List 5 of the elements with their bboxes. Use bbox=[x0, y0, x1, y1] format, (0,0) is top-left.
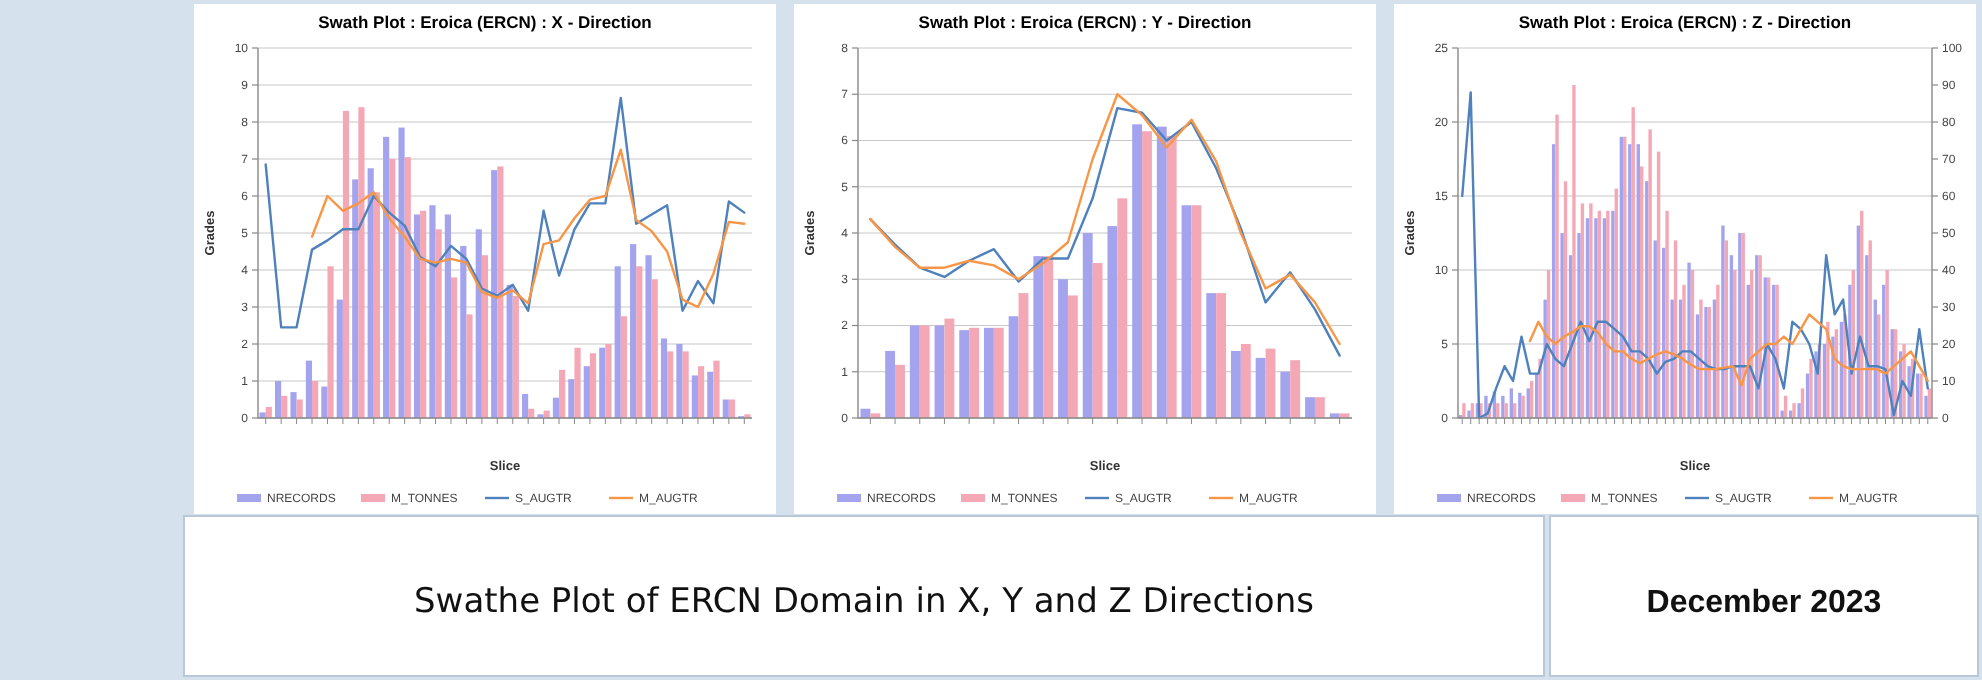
text: December 2023 bbox=[1646, 586, 1882, 620]
chart-title: Swath Plot : Eroica (ERCN) : X - Direction bbox=[318, 12, 652, 32]
text: Swathe Plot of ERCN Domain in X, Y and Z Directions bbox=[414, 582, 1315, 622]
chart-title: Swath Plot : Eroica (ERCN) : Y - Direction bbox=[918, 12, 1252, 32]
chart-title: Swath Plot : Eroica (ERCN) : Z - Direction bbox=[1518, 12, 1852, 32]
